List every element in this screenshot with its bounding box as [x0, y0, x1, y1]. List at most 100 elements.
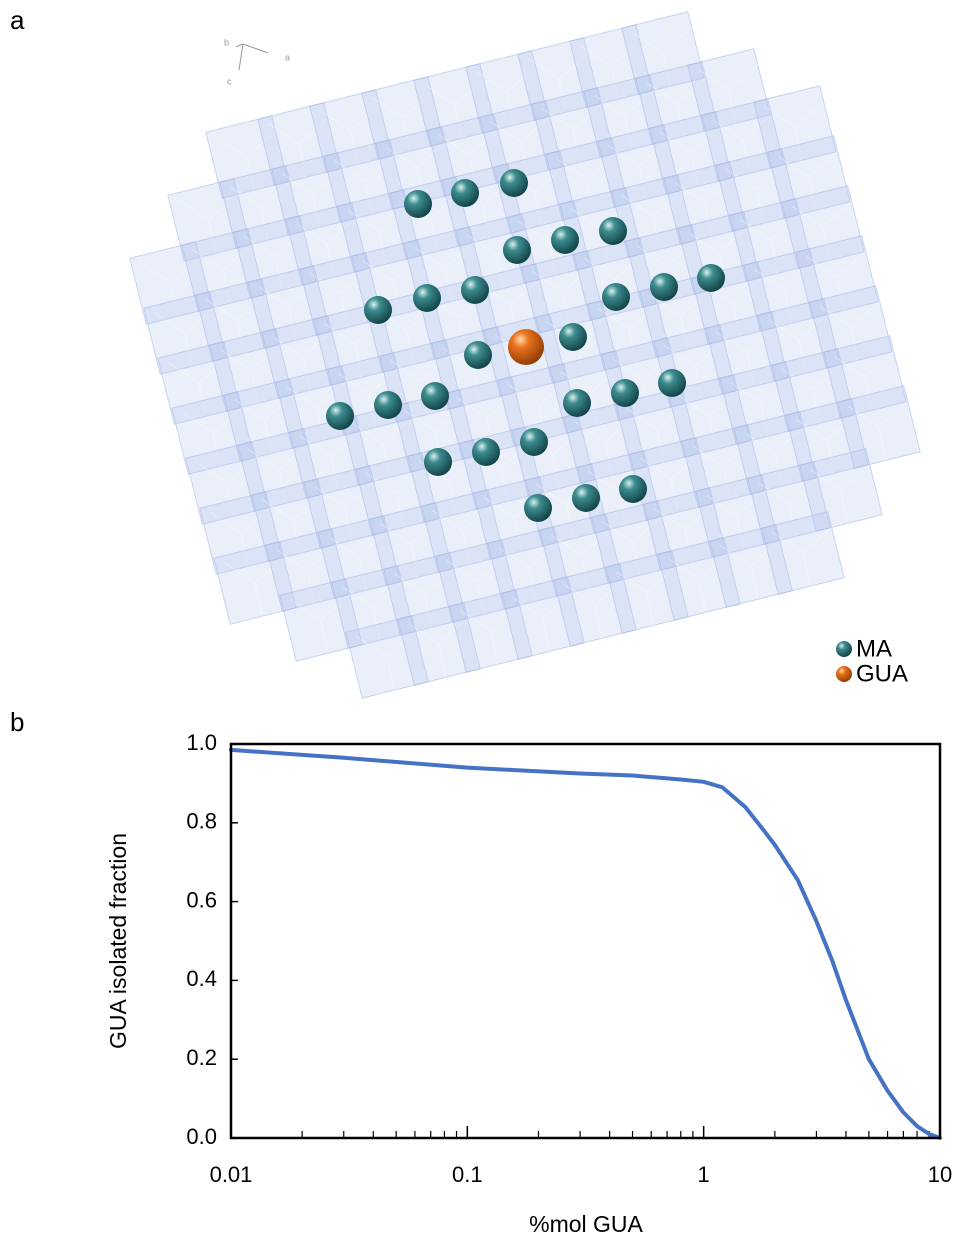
octahedron — [421, 489, 505, 573]
octahedron — [687, 48, 771, 132]
chart: 0.0 0.2 0.4 0.6 0.8 1.0 0.01 0.1 1 10 — [186, 730, 952, 1187]
y-tick-label: 1.0 — [186, 730, 217, 755]
octahedron — [695, 474, 779, 558]
ma-sphere — [697, 264, 725, 292]
ma-sphere — [650, 273, 678, 301]
octahedron-edge — [650, 288, 712, 351]
octahedron-edge — [594, 88, 656, 151]
data-line — [229, 747, 942, 1140]
ma-sphere — [599, 217, 627, 245]
octahedron-edge — [664, 338, 726, 401]
octahedron-edge — [408, 616, 470, 679]
octahedron — [657, 537, 741, 621]
octahedron-edge — [532, 264, 594, 327]
axis-arrow — [238, 43, 244, 71]
octahedron — [795, 235, 879, 319]
octahedron — [799, 448, 883, 532]
octahedron — [397, 602, 481, 686]
octahedron — [733, 411, 817, 495]
axis-arrow — [235, 43, 244, 48]
ma-sphere — [520, 428, 548, 456]
octahedron-edge — [792, 199, 854, 262]
octahedron-edge — [320, 103, 382, 166]
octahedron-edge — [324, 316, 386, 379]
octahedron-edge — [720, 538, 782, 601]
octahedron — [195, 278, 279, 362]
y-tick-label: 0.8 — [186, 809, 217, 834]
octahedron — [199, 491, 283, 575]
octahedron-edge — [834, 349, 896, 412]
octahedron-edge — [366, 466, 428, 529]
octahedron-edge — [394, 566, 456, 629]
octahedron — [761, 511, 845, 595]
axis-triad — [235, 43, 269, 71]
octahedron-edge — [758, 475, 820, 538]
ma-sphere — [364, 296, 392, 324]
octahedron-edge — [196, 455, 258, 518]
y-tick-label: 0.2 — [186, 1045, 217, 1070]
octahedron-edge — [314, 479, 376, 542]
octahedron — [823, 335, 907, 419]
octahedron-edge — [296, 216, 358, 279]
y-tick-label: 0.4 — [186, 966, 217, 991]
octahedron — [383, 552, 467, 636]
octahedron-edge — [168, 355, 230, 418]
octahedron-edge — [460, 603, 522, 666]
octahedron — [285, 202, 369, 286]
octahedron-edge — [414, 240, 476, 303]
y-tick-label: 0.0 — [186, 1124, 217, 1149]
octahedron — [719, 361, 803, 445]
ma-sphere — [413, 284, 441, 312]
octahedron-edge — [598, 301, 660, 364]
octahedron — [531, 87, 615, 171]
octahedron-edge — [512, 590, 574, 653]
x-tick-label: 10 — [928, 1162, 952, 1187]
octahedron-edge — [692, 438, 754, 501]
octahedron — [743, 248, 827, 332]
octahedron-edge — [178, 192, 240, 255]
octahedron — [781, 185, 865, 269]
ma-sphere — [524, 494, 552, 522]
octahedron — [289, 415, 373, 499]
ma-sphere — [326, 402, 354, 430]
octahedron — [605, 550, 689, 634]
octahedron — [303, 465, 387, 549]
x-tick-label: 0.01 — [210, 1162, 253, 1187]
octahedron — [361, 76, 445, 160]
octahedron-edge — [678, 388, 740, 451]
octahedron-edge — [772, 525, 834, 588]
octahedron — [539, 513, 623, 597]
axis-letter: b — [224, 37, 229, 47]
octahedron — [251, 478, 335, 562]
octahedron — [299, 252, 383, 336]
octahedron-edge — [220, 342, 282, 405]
octahedron — [171, 391, 255, 475]
octahedron — [265, 528, 349, 612]
octahedron — [261, 315, 345, 399]
ma-sphere — [563, 389, 591, 417]
octahedron — [279, 578, 363, 662]
octahedron-edge — [216, 129, 278, 192]
octahedron-edge — [182, 405, 244, 468]
octahedron — [709, 524, 793, 608]
octahedron-edge — [764, 99, 826, 162]
octahedron — [553, 563, 637, 647]
octahedron-edge — [234, 392, 296, 455]
octahedron-edge — [290, 592, 352, 655]
octahedron — [753, 85, 837, 169]
octahedron-edge — [806, 249, 868, 312]
octahedron-edge — [328, 529, 390, 592]
legend-swatch — [836, 666, 852, 682]
octahedron-edge — [810, 462, 872, 525]
octahedron — [341, 402, 425, 486]
octahedron — [413, 63, 497, 147]
octahedron-edge — [782, 362, 844, 425]
cation-spheres — [326, 169, 725, 522]
octahedron-edge — [564, 577, 626, 640]
octahedron-edge — [602, 514, 664, 577]
octahedron-edge — [528, 51, 590, 114]
octahedron — [157, 341, 241, 425]
octahedron — [257, 102, 341, 186]
octahedron — [449, 589, 533, 673]
octahedron-edge — [432, 503, 494, 566]
